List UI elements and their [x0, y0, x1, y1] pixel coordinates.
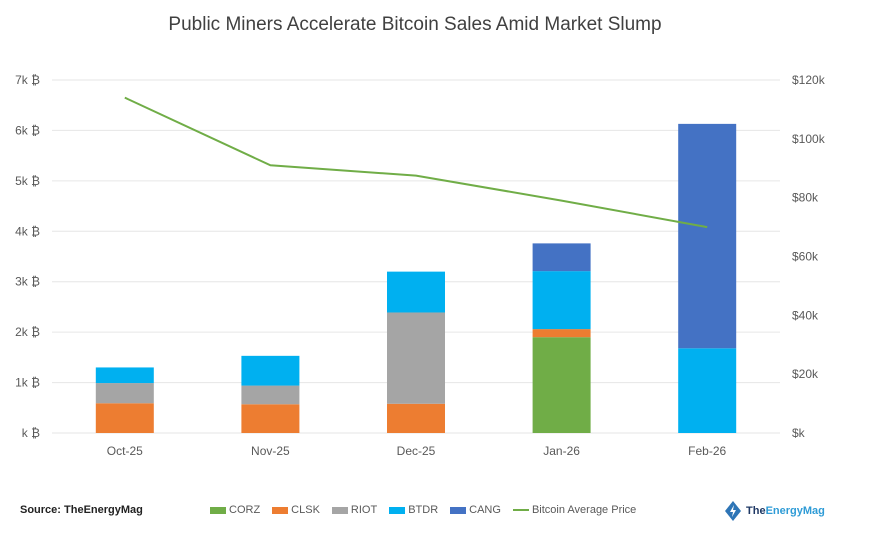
- bar-clsk: [532, 329, 591, 338]
- bar-corz: [532, 337, 591, 433]
- right-tick-label: $20k: [792, 367, 819, 381]
- bar-btdr: [678, 348, 737, 433]
- right-tick-label: $60k: [792, 250, 819, 264]
- legend-item-riot: RIOT: [331, 504, 378, 516]
- bar-clsk: [95, 403, 154, 433]
- legend-swatch: [210, 506, 226, 514]
- bar-btdr: [387, 271, 445, 313]
- bar-riot: [95, 383, 154, 404]
- x-tick-label: Nov-25: [251, 444, 290, 458]
- bitcoin-price-line: [124, 96, 708, 229]
- left-tick-label: 4k ₿: [15, 224, 40, 238]
- left-tick-label: 1k ₿: [15, 376, 40, 390]
- bar-btdr: [532, 271, 591, 330]
- source-text: Source: TheEnergyMag: [20, 504, 143, 516]
- left-tick-label: 7k ₿: [15, 73, 40, 87]
- legend-line: [512, 509, 529, 511]
- legend-label: RIOT: [350, 504, 378, 516]
- x-tick-label: Jan-26: [543, 444, 580, 458]
- legend-item-cang: CANG: [450, 504, 501, 516]
- legend-label: BTDR: [408, 504, 439, 516]
- x-tick-label: Feb-26: [688, 444, 726, 458]
- bar-cang: [678, 123, 737, 349]
- right-tick-label: $80k: [792, 191, 819, 205]
- legend-item-clsk: CLSK: [272, 504, 320, 516]
- chart-title: Public Miners Accelerate Bitcoin Sales A…: [168, 14, 662, 35]
- legend-item-bitcoin-price: Bitcoin Average Price: [512, 504, 637, 516]
- legend-item-corz: CORZ: [210, 504, 260, 516]
- legend-item-btdr: BTDR: [389, 504, 438, 516]
- legend-swatch: [389, 506, 406, 514]
- logo-text-b: EnergyMag: [765, 505, 825, 517]
- legend-label: Bitcoin Average Price: [531, 504, 637, 516]
- bar-cang: [532, 243, 591, 272]
- chart-plot: k ₿ 1k ₿ 2k ₿ 3k ₿ 4k ₿ 5k ₿ 6k ₿ 7k ₿ $k $20k $40…: [15, 73, 826, 458]
- bar-clsk: [241, 404, 300, 433]
- right-tick-label: $k: [792, 426, 806, 440]
- bar-riot: [241, 385, 300, 405]
- legend-swatch: [450, 506, 467, 514]
- bar-btdr: [95, 367, 154, 384]
- x-tick-label: Dec-25: [397, 444, 436, 458]
- bar-clsk: [387, 403, 445, 433]
- logo-text-a: The: [746, 505, 766, 517]
- legend-label: CLSK: [291, 504, 320, 516]
- left-tick-label: k ₿: [22, 426, 40, 440]
- legend-swatch: [331, 506, 348, 514]
- left-tick-label: 5k ₿: [15, 174, 40, 188]
- bar-riot: [387, 312, 445, 404]
- left-tick-label: 6k ₿: [15, 123, 40, 137]
- legend: CORZ CLSK RIOT BTDR CANG Bitcoin Average Pric…: [210, 504, 636, 516]
- x-tick-label: Oct-25: [107, 444, 143, 458]
- bar-btdr: [241, 355, 300, 386]
- legend-label: CANG: [469, 504, 501, 516]
- right-tick-label: $100k: [792, 132, 826, 146]
- right-tick-label: $120k: [792, 73, 826, 87]
- legend-swatch: [272, 506, 289, 514]
- legend-label: CORZ: [229, 504, 261, 516]
- left-tick-label: 3k ₿: [15, 275, 40, 289]
- logo: TheEnergyMag: [724, 500, 825, 522]
- chart-footer: Source: TheEnergyMag CORZ CLSK RIOT BTDR CAN…: [0, 500, 870, 524]
- right-tick-label: $40k: [792, 308, 819, 322]
- lightning-drop-icon: [725, 501, 741, 521]
- left-tick-label: 2k ₿: [15, 325, 40, 339]
